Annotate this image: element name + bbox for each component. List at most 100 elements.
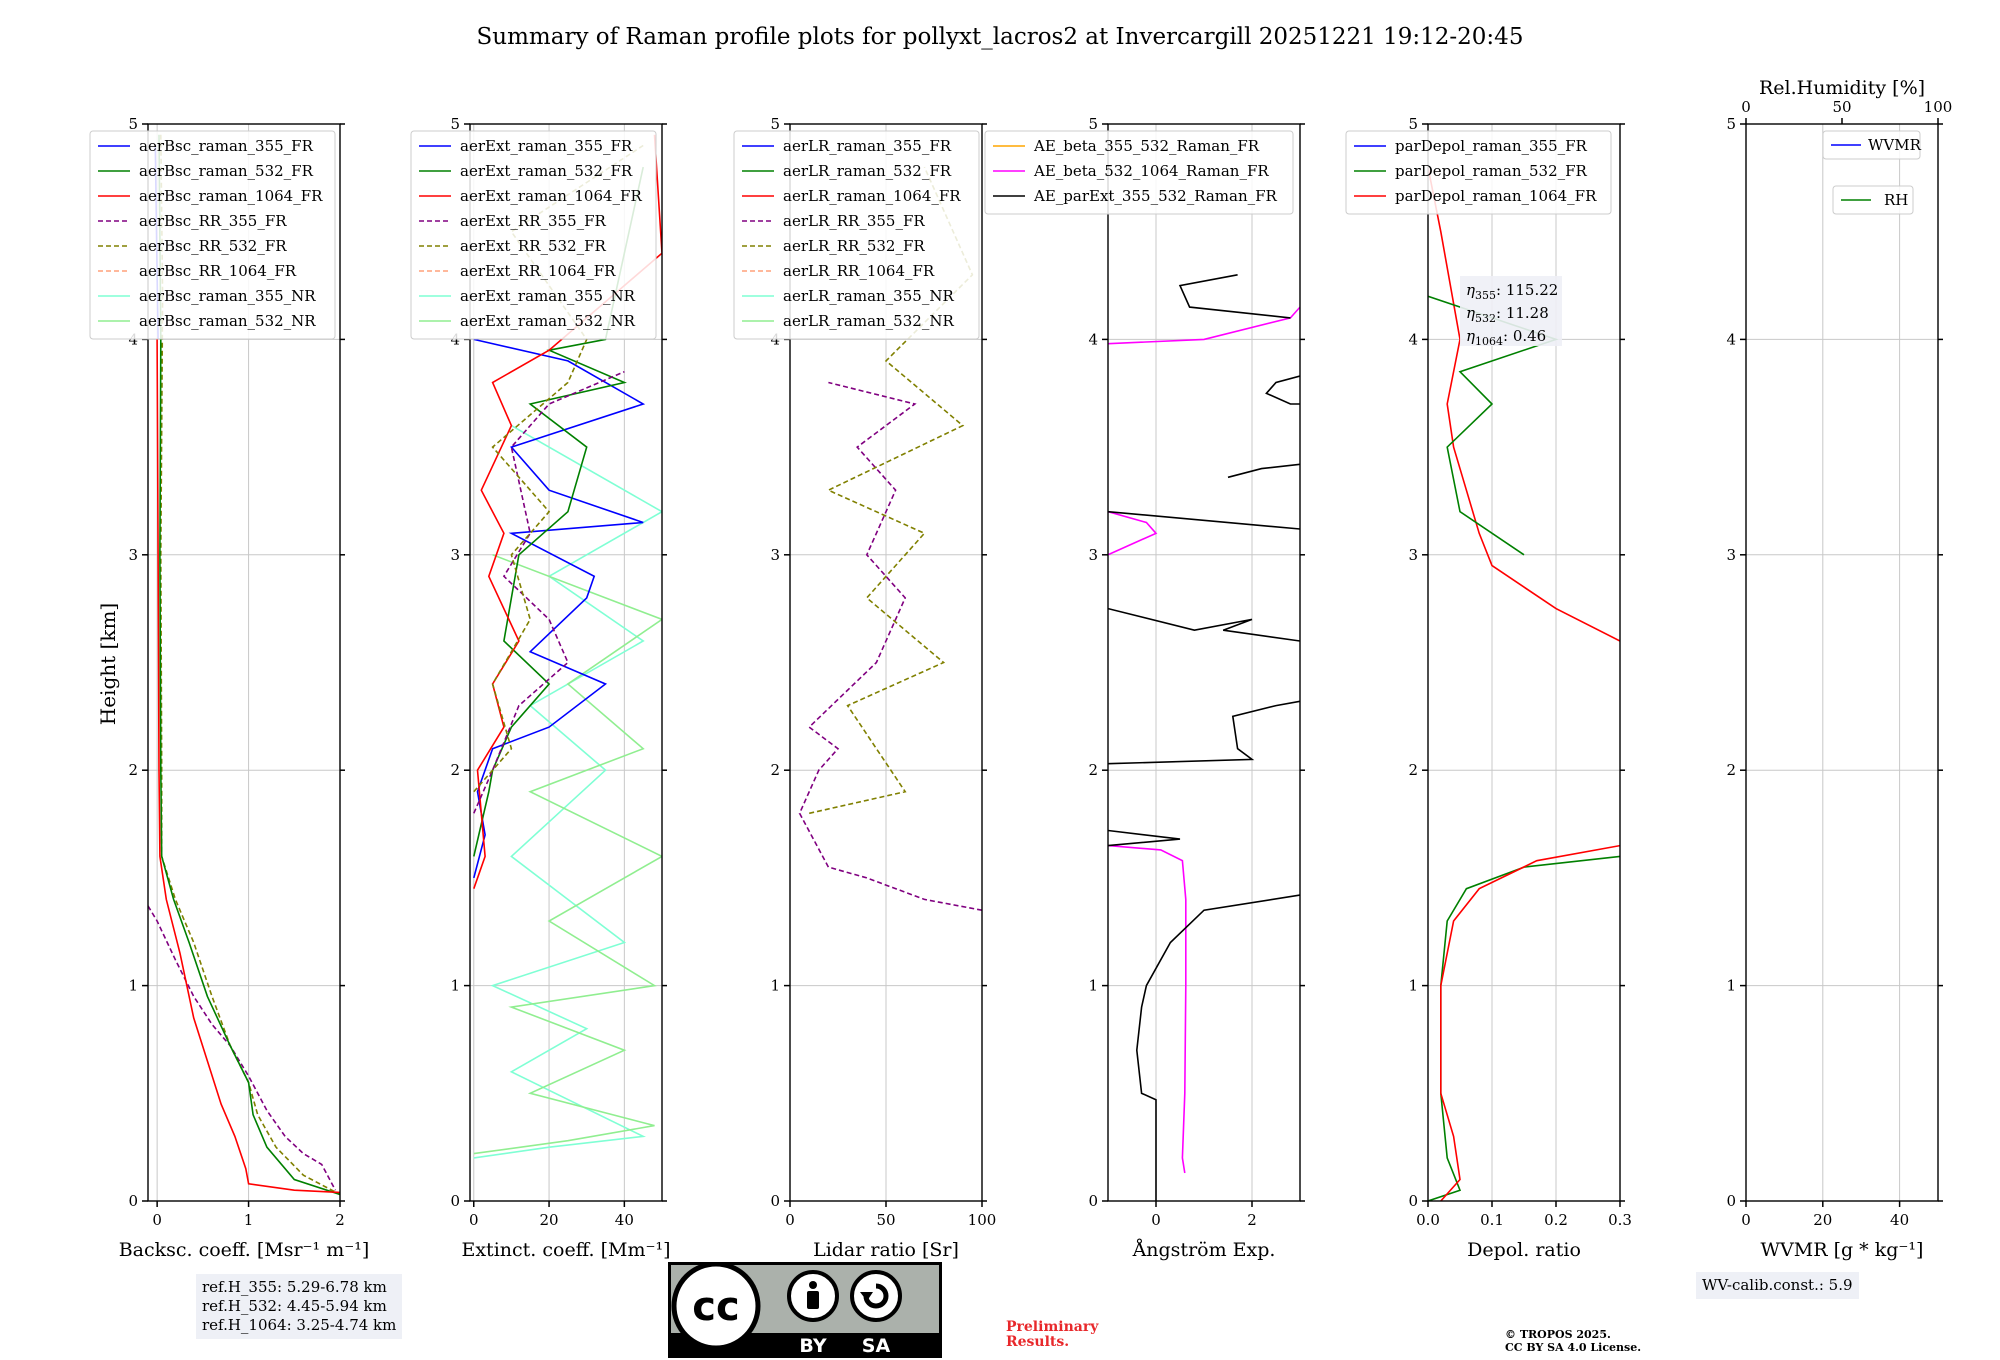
legend-label: aerLR_raman_355_FR [783,137,952,155]
wv-calib-text: WV-calib.const.: 5.9 [1702,1276,1853,1294]
legend-label: AE_parExt_355_532_Raman_FR [1033,187,1278,205]
legend-label: aerExt_raman_532_NR [460,312,636,330]
tick-label-y: 0 [1088,1192,1098,1210]
legend-box [1832,185,1914,215]
legend-label: aerExt_raman_1064_FR [460,187,642,205]
cc-circle-icon [671,1262,761,1351]
axes-frame [1107,123,1301,1202]
legend-label: aerLR_RR_532_FR [783,237,925,255]
legend: aerExt_raman_355_FR aerExt_raman_532_FRae… [410,130,657,340]
tick-label-y: 1 [450,977,460,995]
tick-label-y: 5 [1088,115,1098,133]
tick-label-x: 50 [876,1211,895,1229]
x-axis-label: Backsc. coeff. [Msr⁻¹ m⁻¹] [119,1239,370,1261]
tick-label-y: 2 [128,761,138,779]
figure-title: Summary of Raman profile plots for polly… [477,24,1524,50]
legend: parDepol_raman_355_FR parDepol_raman_532_… [1345,130,1612,215]
series-AE_parExt_355_532_Raman_FR [1108,510,1300,530]
tick-label-x: 0 [1741,1211,1751,1229]
copyright-note: © TROPOS 2025. CC BY SA 4.0 License. [1505,1328,1642,1354]
y-axis-label: Height [km] [96,603,120,725]
ref-height-355: ref.H_355: 5.29-6.78 km [202,1278,387,1296]
legend-label: RH [1884,191,1908,209]
panel-wv: 0 20 40 0 1 2 3 4 5 WVMR [g * kg⁻¹] 0 50 100Rel.Humi… [1726,77,1952,1261]
legend-label: aerExt_raman_355_NR [460,287,636,305]
share-alike-icon [850,1270,902,1322]
legend-label: parDepol_raman_1064_FR [1395,187,1597,205]
series-aerLR_RR_355_FR [798,381,982,911]
ref-height-1064: ref.H_1064: 3.25-4.74 km [202,1316,397,1334]
tick-label-y: 3 [1726,546,1736,564]
tick-label-top: 100 [1924,98,1953,116]
tick-label-x: 20 [1813,1211,1832,1229]
legend-label: aerBsc_raman_532_NR [139,312,316,330]
tick-label-y: 5 [1408,115,1418,133]
tick-label-y: 5 [1726,115,1736,133]
legend-label: aerLR_raman_1064_FR [783,187,961,205]
tick-label-y: 3 [1088,546,1098,564]
series-aerExt_raman_1064_FR [473,134,662,889]
legend-label: aerLR_raman_532_FR [783,162,952,180]
tick-label-y: 0 [1408,1192,1418,1210]
by-label: BY [799,1335,826,1357]
tick-label-y: 4 [1088,330,1098,348]
tick-label-x: 100 [968,1211,997,1229]
series-AE_parExt_355_532_Raman_FR [1108,829,1181,847]
series-aerBsc_raman_532_FR [158,134,340,1196]
legend: aerBsc_raman_355_FR aerBsc_raman_532_FRae… [89,130,336,340]
series-AE_beta_532_1064_Raman_FR [1108,306,1300,345]
tick-label-y: 1 [1726,977,1736,995]
axes-frame [789,123,983,1202]
series-AE_parExt_355_532_Raman_FR [1178,274,1291,319]
x-axis-label: WVMR [g * kg⁻¹] [1761,1239,1924,1261]
legend-label: aerExt_RR_532_FR [460,237,607,255]
tick-label-y: 0 [770,1192,780,1210]
series-AE_parExt_355_532_Raman_FR [1135,894,1300,1201]
legend-label: parDepol_raman_355_FR [1395,137,1588,155]
wv-calib-box: WV-calib.const.: 5.9 [1696,1272,1859,1299]
axes-frame [147,123,341,1202]
tick-label-y: 3 [450,546,460,564]
reference-heights-box: ref.H_355: 5.29-6.78 km ref.H_532: 4.45-5… [196,1274,403,1339]
tick-label-x: 40 [615,1211,634,1229]
tick-label-x: 1 [244,1211,254,1229]
legend-label: AE_beta_355_532_Raman_FR [1033,137,1260,155]
tick-label-y: 5 [770,115,780,133]
ref-height-532: ref.H_532: 4.45-5.94 km [202,1297,387,1315]
tick-label-y: 3 [1408,546,1418,564]
tick-label-x: 2 [1247,1211,1257,1229]
legend-label: aerExt_RR_355_FR [460,212,607,230]
series-group [1428,166,1620,1201]
tick-label-top: 50 [1832,98,1851,116]
tick-label-x: 0.1 [1480,1211,1504,1229]
series-group [1108,274,1300,1201]
tick-label-y: 1 [1088,977,1098,995]
tick-label-y: 5 [128,115,138,133]
legend-label: aerBsc_RR_532_FR [139,237,287,255]
series-parDepol_raman_532_FR [1428,855,1620,1201]
x-axis-label: Lidar ratio [Sr] [813,1239,959,1261]
series-AE_beta_532_1064_Raman_FR [1108,844,1187,1174]
legend-box [1822,130,1921,160]
tick-label-y: 0 [1726,1192,1736,1210]
legend-box [984,130,1294,215]
panel-ext: 02040012345Extinct. coeff. [Mm⁻¹] [450,115,670,1261]
legend-label: aerBsc_raman_1064_FR [139,187,323,205]
tick-label-y: 2 [1726,761,1736,779]
tick-label-y: 5 [450,115,460,133]
tick-label-y: 1 [128,977,138,995]
legend-label: aerLR_raman_532_NR [783,312,954,330]
series-aerExt_raman_532_FR [473,166,644,857]
legend-box [410,130,657,340]
top-axis-label: Rel.Humidity [%] [1759,77,1925,99]
legend-box [89,130,336,340]
axes-frame [469,123,663,1202]
tick-label-x: 0 [469,1211,479,1229]
legend: WVMR RH [1822,130,1922,215]
tick-label-x: 0.3 [1608,1211,1632,1229]
legend-label: aerBsc_RR_355_FR [139,212,287,230]
eta-355: η355: 115.22 [1466,281,1558,302]
tick-label-y: 3 [128,546,138,564]
legend-label: parDepol_raman_532_FR [1395,162,1588,180]
